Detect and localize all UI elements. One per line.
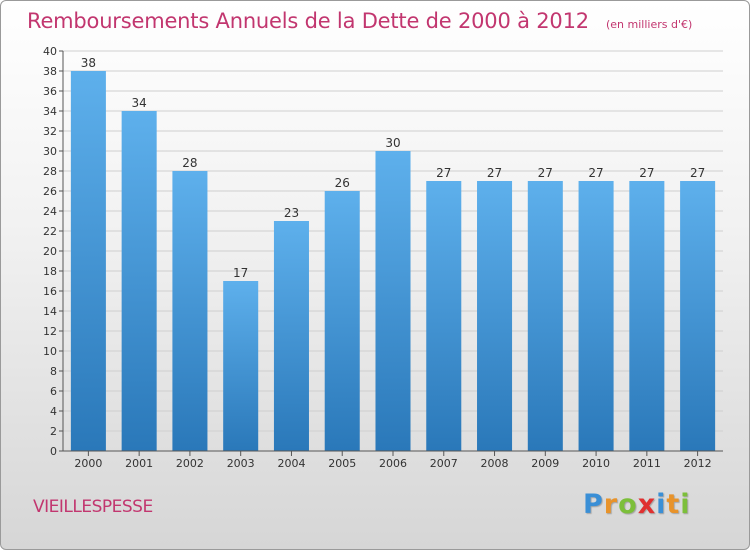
data-label-2006: 30 (385, 136, 400, 150)
bar-2006 (375, 151, 411, 451)
title-row: Remboursements Annuels de la Dette de 20… (27, 9, 692, 33)
y-tick-label: 34 (43, 105, 57, 118)
data-label-2007: 27 (436, 166, 451, 180)
bar-2012 (680, 181, 716, 451)
logo-letter: i (656, 489, 667, 520)
logo-letter: r (603, 489, 619, 520)
data-label-2001: 34 (132, 96, 147, 110)
x-tick-label-2001: 2001 (125, 457, 153, 470)
data-label-2000: 38 (81, 56, 96, 70)
logo-letter: i (680, 489, 691, 520)
y-tick-label: 18 (43, 265, 57, 278)
x-tick-label-2010: 2010 (582, 457, 610, 470)
x-tick-label-2008: 2008 (481, 457, 509, 470)
x-tick-label-2002: 2002 (176, 457, 204, 470)
y-tick-label: 0 (50, 445, 57, 458)
y-tick-label: 36 (43, 85, 57, 98)
bar-2008 (477, 181, 513, 451)
bar-2007 (426, 181, 462, 451)
bar-2009 (527, 181, 563, 451)
bar-2001 (121, 111, 157, 451)
data-label-2011: 27 (639, 166, 654, 180)
y-tick-label: 28 (43, 165, 57, 178)
y-tick-label: 2 (50, 425, 57, 438)
y-tick-label: 4 (50, 405, 57, 418)
proxiti-logo: Proxiti (583, 489, 691, 520)
y-tick-label: 16 (43, 285, 57, 298)
data-label-2009: 27 (538, 166, 553, 180)
bar-2000 (70, 71, 106, 451)
data-label-2010: 27 (588, 166, 603, 180)
data-label-2004: 23 (284, 206, 299, 220)
x-tick-label-2009: 2009 (531, 457, 559, 470)
axes (59, 50, 723, 456)
data-label-2005: 26 (335, 176, 350, 190)
y-tick-label: 38 (43, 65, 57, 78)
chart-title: Remboursements Annuels de la Dette de 20… (27, 9, 589, 33)
bar-2005 (324, 191, 360, 451)
x-tick-label-2004: 2004 (277, 457, 305, 470)
bar-chart: 0246810121416182022242628303234363840382… (43, 45, 723, 470)
y-tick-label: 32 (43, 125, 57, 138)
y-tick-label: 24 (43, 205, 57, 218)
x-tick-label-2011: 2011 (633, 457, 661, 470)
bar-2010 (578, 181, 614, 451)
bars (70, 71, 716, 451)
bar-2002 (172, 171, 208, 451)
x-tick-label-2005: 2005 (328, 457, 356, 470)
logo-letter: P (583, 489, 604, 520)
y-tick-label: 40 (43, 45, 57, 58)
x-tick-label-2006: 2006 (379, 457, 407, 470)
logo-letter: o (618, 489, 638, 520)
x-tick-label-2007: 2007 (430, 457, 458, 470)
data-label-2008: 27 (487, 166, 502, 180)
x-tick-label-2000: 2000 (74, 457, 102, 470)
commune-name: VIEILLESPESSE (33, 497, 153, 517)
data-label-2012: 27 (690, 166, 705, 180)
bar-2004 (273, 221, 309, 451)
x-tick-label-2003: 2003 (227, 457, 255, 470)
y-tick-label: 12 (43, 325, 57, 338)
labels: 0246810121416182022242628303234363840382… (43, 45, 712, 470)
y-tick-label: 20 (43, 245, 57, 258)
chart-subtitle: (en milliers d'€) (606, 18, 693, 31)
y-tick-label: 6 (50, 385, 57, 398)
data-label-2002: 28 (182, 156, 197, 170)
y-tick-label: 30 (43, 145, 57, 158)
x-tick-label-2012: 2012 (684, 457, 712, 470)
data-label-2003: 17 (233, 266, 248, 280)
bar-2011 (629, 181, 665, 451)
logo-letter: x (637, 489, 657, 520)
y-tick-label: 10 (43, 345, 57, 358)
bar-2003 (223, 281, 259, 451)
y-tick-label: 14 (43, 305, 57, 318)
y-tick-label: 8 (50, 365, 57, 378)
logo-letter: t (666, 489, 681, 520)
y-tick-label: 22 (43, 225, 57, 238)
y-tick-label: 26 (43, 185, 57, 198)
